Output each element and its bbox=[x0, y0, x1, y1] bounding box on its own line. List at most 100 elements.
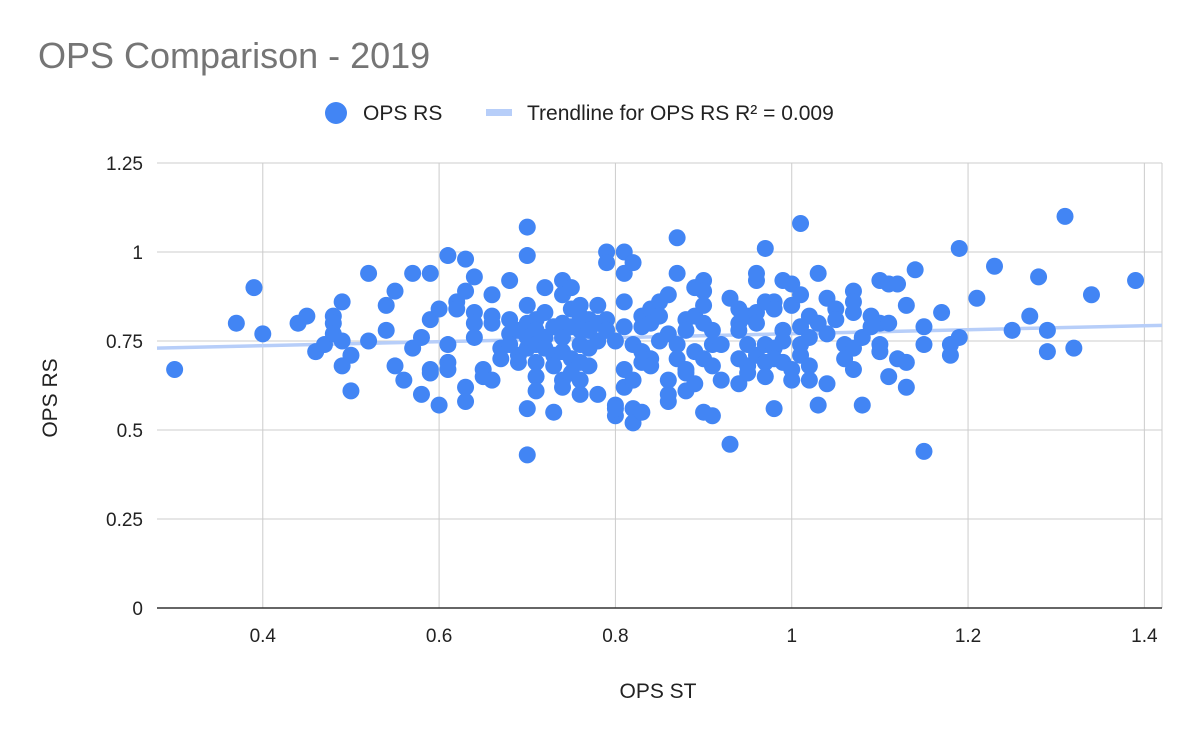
x-axis-ticks: 0.4 0.6 0.8 1 1.2 1.4 bbox=[250, 626, 1158, 647]
chart-title: OPS Comparison - 2019 bbox=[38, 35, 430, 76]
data-point-31 bbox=[430, 300, 448, 318]
data-point-263 bbox=[1065, 339, 1083, 357]
data-point-82 bbox=[545, 357, 563, 375]
data-point-12 bbox=[333, 332, 351, 350]
data-point-44 bbox=[465, 314, 483, 332]
y-tick-label-0: 0 bbox=[132, 599, 143, 620]
data-point-213 bbox=[800, 357, 818, 375]
data-point-250 bbox=[933, 304, 951, 322]
data-point-215 bbox=[809, 264, 827, 282]
data-point-200 bbox=[774, 332, 792, 350]
data-point-125 bbox=[624, 254, 642, 272]
data-point-46 bbox=[465, 328, 483, 346]
data-point-169 bbox=[703, 407, 721, 425]
y-tick-label-5: 1.25 bbox=[106, 154, 143, 175]
data-point-222 bbox=[827, 311, 845, 329]
data-point-38 bbox=[448, 300, 466, 318]
data-point-192 bbox=[756, 368, 774, 386]
data-point-231 bbox=[853, 396, 871, 414]
y-axis-title: OPS RS bbox=[39, 358, 62, 437]
data-point-188 bbox=[756, 239, 774, 257]
data-point-249 bbox=[915, 442, 933, 460]
data-point-77 bbox=[536, 304, 554, 322]
data-point-69 bbox=[518, 446, 536, 464]
data-point-259 bbox=[1030, 268, 1048, 286]
data-point-42 bbox=[457, 393, 475, 411]
data-point-134 bbox=[633, 403, 651, 421]
data-point-247 bbox=[915, 318, 933, 336]
data-point-102 bbox=[571, 385, 589, 403]
data-point-1 bbox=[227, 314, 245, 332]
data-point-62 bbox=[518, 296, 536, 314]
data-point-45 bbox=[465, 268, 483, 286]
data-point-16 bbox=[360, 264, 378, 282]
data-point-214 bbox=[800, 371, 818, 389]
data-point-138 bbox=[642, 357, 660, 375]
y-tick-label-2: 0.5 bbox=[117, 421, 143, 442]
x-tick-label-5: 1.4 bbox=[1131, 626, 1158, 647]
data-point-3 bbox=[254, 325, 272, 343]
data-point-184 bbox=[747, 264, 765, 282]
data-point-54 bbox=[492, 350, 510, 368]
data-point-229 bbox=[844, 360, 862, 378]
data-point-127 bbox=[624, 371, 642, 389]
data-point-74 bbox=[527, 368, 545, 386]
data-point-123 bbox=[615, 293, 633, 311]
data-point-32 bbox=[430, 396, 448, 414]
data-point-171 bbox=[712, 371, 730, 389]
x-axis-title: OPS ST bbox=[619, 680, 696, 703]
legend-label-trendline: Trendline for OPS RS R² = 0.009 bbox=[527, 102, 834, 125]
data-point-237 bbox=[871, 343, 889, 361]
data-point-255 bbox=[968, 289, 986, 307]
y-tick-label-3: 0.75 bbox=[106, 332, 143, 353]
data-point-25 bbox=[412, 328, 430, 346]
data-point-227 bbox=[844, 304, 862, 322]
data-point-262 bbox=[1056, 207, 1074, 225]
data-point-144 bbox=[659, 371, 677, 389]
data-point-91 bbox=[562, 279, 580, 297]
data-point-257 bbox=[1003, 321, 1021, 339]
data-point-40 bbox=[457, 282, 475, 300]
data-point-245 bbox=[897, 378, 915, 396]
data-point-34 bbox=[439, 247, 457, 265]
data-point-68 bbox=[518, 400, 536, 418]
y-tick-label-1: 0.25 bbox=[106, 510, 143, 531]
data-point-115 bbox=[606, 332, 624, 350]
data-point-207 bbox=[792, 286, 810, 304]
data-point-146 bbox=[659, 393, 677, 411]
data-point-205 bbox=[783, 371, 801, 389]
data-point-107 bbox=[589, 296, 607, 314]
data-point-90 bbox=[554, 378, 572, 396]
data-point-112 bbox=[598, 254, 616, 272]
data-point-5 bbox=[298, 307, 316, 325]
data-point-140 bbox=[651, 307, 668, 325]
data-point-147 bbox=[668, 229, 686, 247]
data-point-67 bbox=[518, 218, 536, 236]
data-point-239 bbox=[880, 368, 898, 386]
data-point-23 bbox=[404, 264, 422, 282]
data-point-149 bbox=[668, 336, 686, 354]
data-point-83 bbox=[545, 403, 563, 421]
data-point-142 bbox=[659, 286, 677, 304]
data-point-244 bbox=[897, 353, 915, 371]
data-point-51 bbox=[483, 314, 501, 332]
data-point-41 bbox=[457, 378, 475, 396]
data-point-0 bbox=[166, 360, 184, 378]
data-point-246 bbox=[906, 261, 924, 279]
data-point-14 bbox=[342, 382, 360, 400]
data-point-76 bbox=[536, 279, 554, 297]
data-point-55 bbox=[501, 271, 519, 289]
data-point-220 bbox=[818, 375, 836, 393]
data-point-217 bbox=[809, 396, 827, 414]
data-point-22 bbox=[395, 371, 413, 389]
data-point-19 bbox=[377, 296, 395, 314]
data-point-30 bbox=[421, 364, 439, 382]
y-tick-label-4: 1 bbox=[132, 243, 143, 264]
data-point-52 bbox=[483, 371, 501, 389]
data-point-27 bbox=[421, 264, 439, 282]
data-point-173 bbox=[721, 435, 739, 453]
data-point-36 bbox=[439, 360, 457, 378]
x-tick-label-3: 1 bbox=[786, 626, 797, 647]
x-tick-label-1: 0.6 bbox=[426, 626, 452, 647]
